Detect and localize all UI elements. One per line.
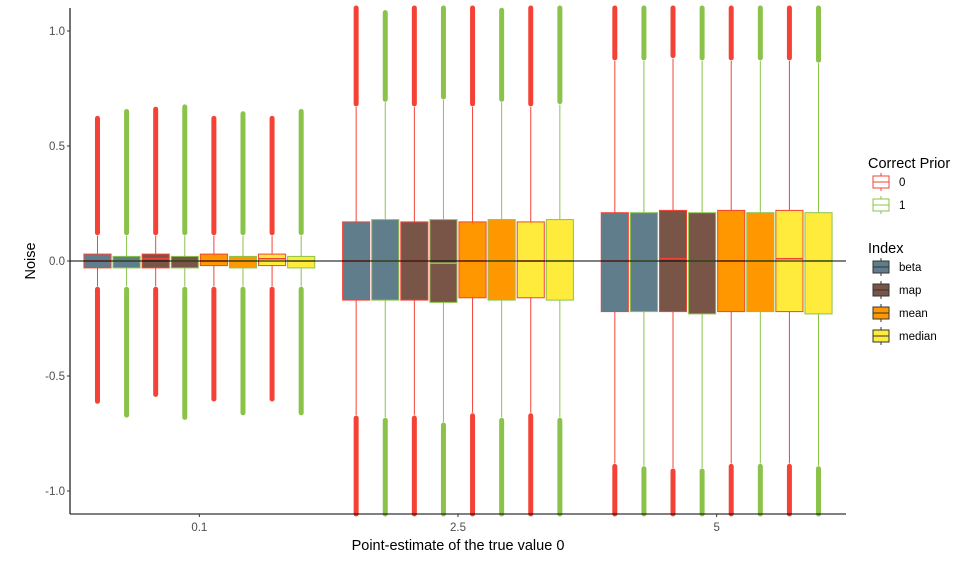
x-tick-label: 2.5 bbox=[450, 522, 466, 534]
box-beta-prior-0 bbox=[83, 115, 112, 404]
y-tick-label: -1.0 bbox=[45, 486, 65, 498]
legend-item-beta: beta bbox=[872, 258, 922, 276]
box-beta-prior-1 bbox=[112, 109, 141, 418]
x-tick-label: 5 bbox=[713, 522, 719, 534]
box-body bbox=[170, 255, 199, 269]
legend-label: mean bbox=[899, 308, 928, 320]
box-beta-prior-0 bbox=[600, 5, 629, 517]
box-body bbox=[371, 219, 400, 301]
legend-item-map: map bbox=[872, 281, 921, 299]
legend: Correct Prior 0 1 Index beta map mean median bbox=[868, 156, 950, 345]
box-map-prior-0 bbox=[141, 106, 170, 397]
box-median-prior-0 bbox=[258, 115, 287, 402]
legend-label: median bbox=[899, 331, 937, 343]
legend-label: 1 bbox=[899, 200, 905, 212]
x-axis-ticks: 0.1 2.5 5 bbox=[191, 514, 720, 534]
legend-index: Index beta map mean median bbox=[868, 241, 937, 345]
y-tick-label: 0.5 bbox=[49, 141, 65, 153]
y-axis-title: Noise bbox=[23, 242, 39, 279]
box-body bbox=[516, 221, 545, 299]
box-beta-prior-1 bbox=[371, 10, 400, 517]
y-tick-label: 0.0 bbox=[49, 256, 65, 268]
box-mean-prior-0 bbox=[458, 5, 487, 517]
box-body bbox=[487, 219, 516, 301]
legend-item-1: 1 bbox=[872, 196, 905, 214]
box-group-2.5 bbox=[342, 5, 574, 517]
box-body bbox=[287, 255, 316, 269]
y-axis-ticks: -1.0 -0.5 0.0 0.5 1.0 bbox=[45, 26, 70, 498]
y-tick-label: -0.5 bbox=[45, 371, 65, 383]
box-mean-prior-1 bbox=[487, 7, 516, 517]
box-body bbox=[199, 253, 228, 267]
legend-item-mean: mean bbox=[872, 304, 928, 322]
box-body bbox=[228, 255, 258, 269]
box-body bbox=[545, 219, 574, 301]
box-body bbox=[804, 212, 833, 315]
boxes-layer bbox=[83, 5, 833, 517]
y-tick-label: 1.0 bbox=[49, 26, 65, 38]
box-mean-prior-1 bbox=[746, 5, 775, 517]
box-body bbox=[746, 212, 775, 313]
box-map-prior-1 bbox=[170, 104, 199, 420]
box-body bbox=[600, 212, 629, 313]
box-mean-prior-1 bbox=[228, 111, 258, 416]
box-body bbox=[629, 212, 658, 313]
legend-title: Correct Prior bbox=[868, 156, 950, 172]
legend-label: beta bbox=[899, 262, 922, 274]
box-body bbox=[458, 221, 487, 299]
box-group-0.1 bbox=[83, 104, 316, 420]
legend-item-median: median bbox=[872, 327, 937, 345]
box-mean-prior-0 bbox=[199, 115, 228, 402]
box-body bbox=[258, 253, 287, 267]
x-axis-title: Point-estimate of the true value 0 bbox=[352, 538, 565, 554]
legend-correct-prior: Correct Prior 0 1 bbox=[868, 156, 950, 214]
box-map-prior-1 bbox=[688, 5, 717, 517]
legend-item-0: 0 bbox=[872, 173, 905, 191]
box-median-prior-0 bbox=[516, 5, 545, 517]
box-median-prior-1 bbox=[287, 109, 316, 416]
box-body bbox=[688, 212, 717, 315]
legend-label: 0 bbox=[899, 177, 905, 189]
box-body bbox=[112, 255, 141, 269]
x-tick-label: 0.1 bbox=[191, 522, 207, 534]
legend-label: map bbox=[899, 285, 921, 297]
box-median-prior-1 bbox=[545, 5, 574, 517]
legend-title: Index bbox=[868, 241, 904, 257]
